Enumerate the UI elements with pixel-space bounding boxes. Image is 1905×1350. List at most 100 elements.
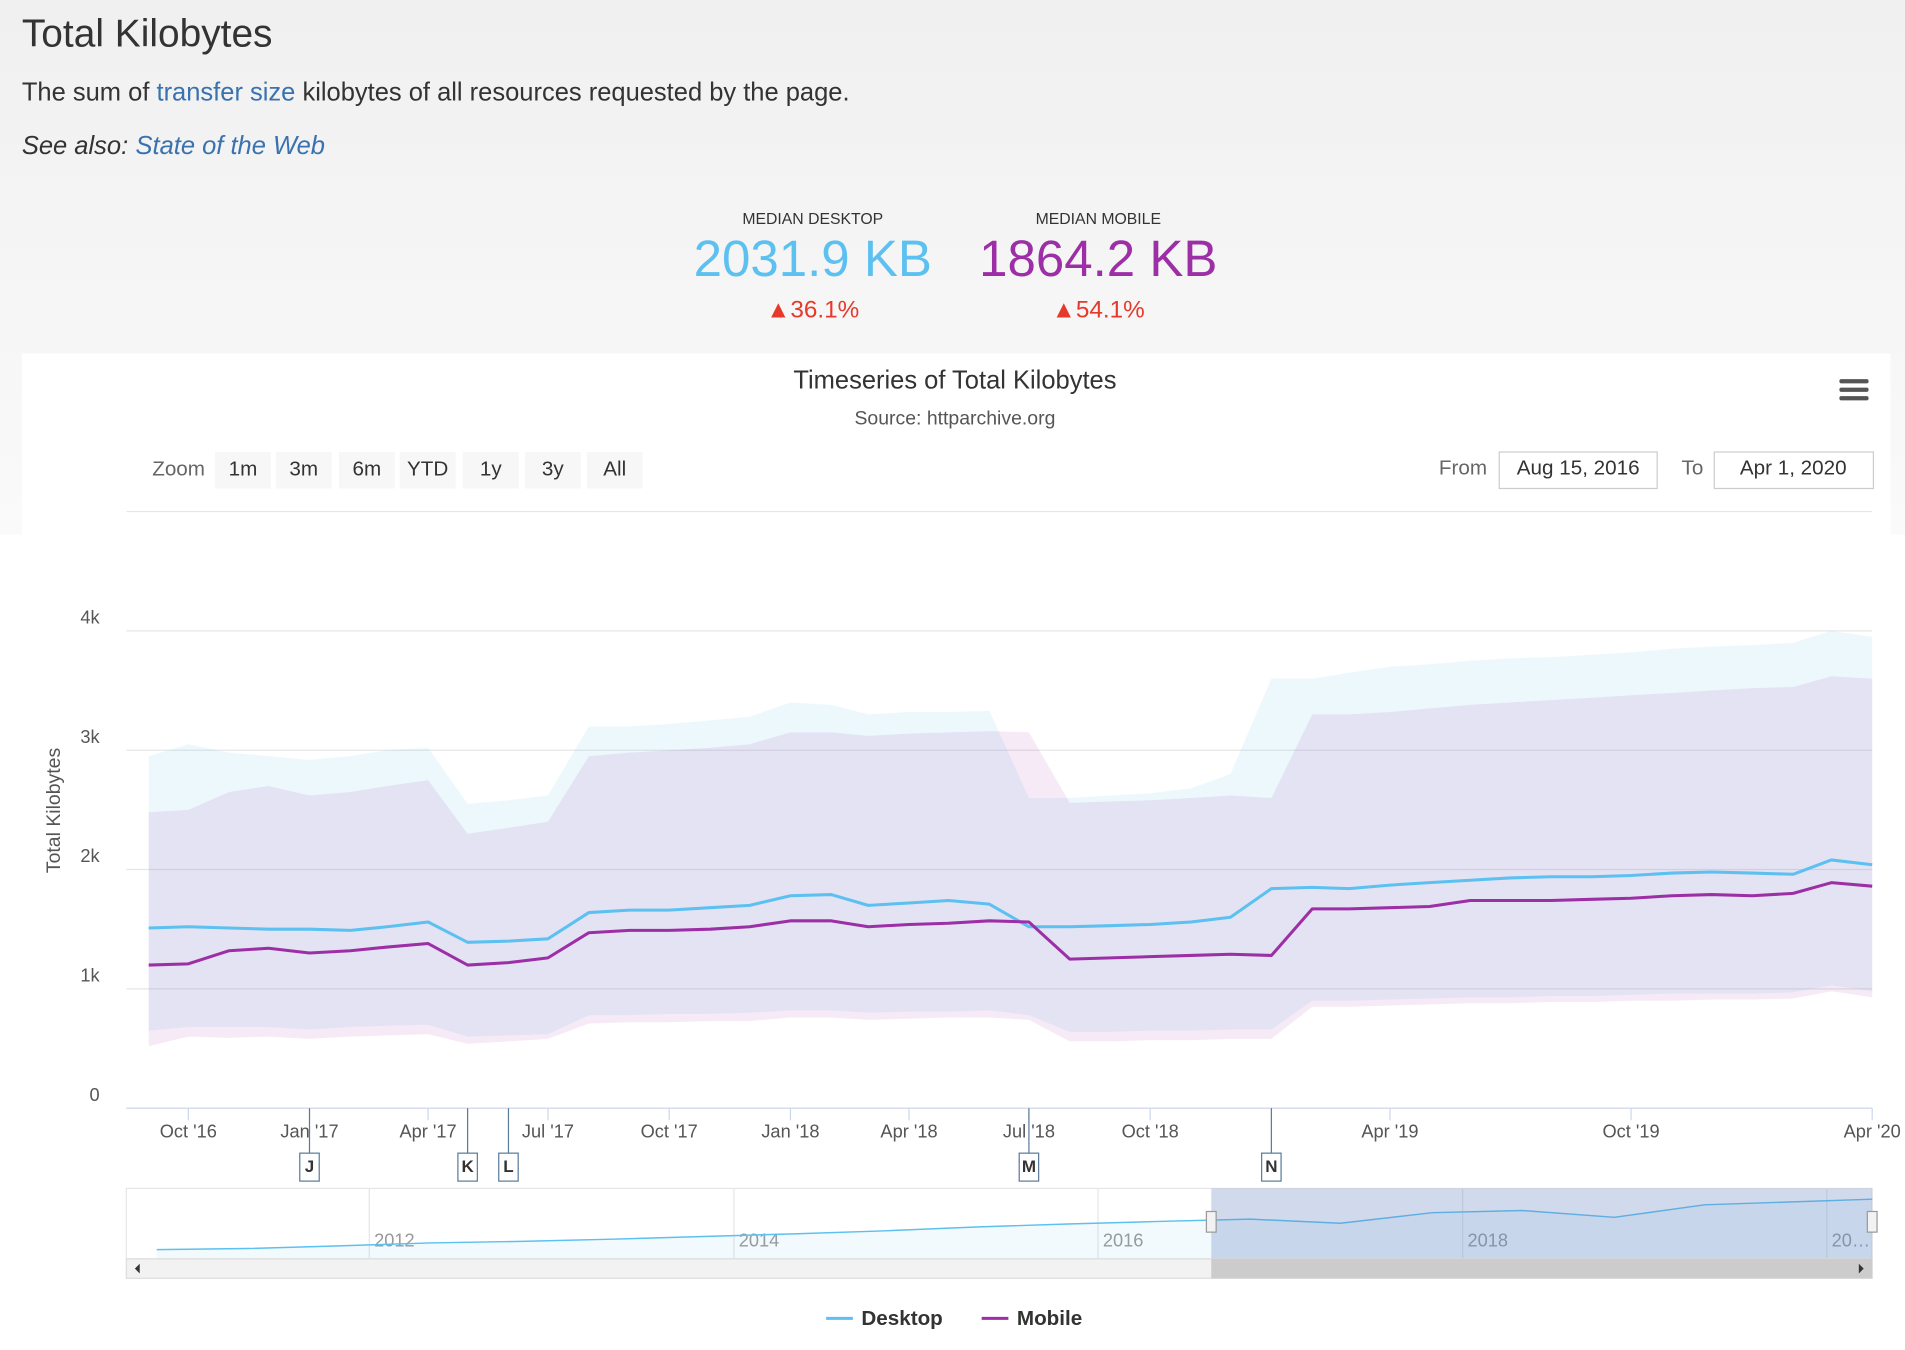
zoom-button-label: 6m	[353, 458, 382, 481]
zoom-button[interactable]: 6m	[338, 452, 395, 489]
x-tick-label: Jul '17	[522, 1121, 574, 1141]
zoom-button-label: 3y	[542, 458, 564, 481]
navigator-tick-label: 2016	[1103, 1231, 1144, 1251]
scrollbar-arrow[interactable]	[134, 1263, 140, 1274]
see-also: See also: State of the Web	[22, 132, 325, 160]
navigator-handle[interactable]	[1205, 1210, 1217, 1233]
range-band	[148, 676, 1873, 1047]
x-tick-label: Apr '19	[1361, 1121, 1418, 1141]
x-tick-label: Oct '16	[160, 1121, 217, 1141]
to-label: To	[1682, 456, 1704, 479]
navigator-handle[interactable]	[1866, 1210, 1878, 1233]
zoom-button[interactable]: All	[586, 452, 643, 489]
from-date: Aug 15, 2016	[1517, 456, 1640, 479]
stat-label: MEDIAN DESKTOP	[742, 211, 883, 228]
page-title: Total Kilobytes	[22, 13, 273, 56]
x-tick-label: Oct '17	[641, 1121, 698, 1141]
chart-panel	[21, 353, 1891, 1350]
legend-label: Mobile	[1017, 1307, 1082, 1330]
navigator-tick-label: 2012	[374, 1231, 415, 1251]
x-tick-label: Apr '20	[1844, 1121, 1901, 1141]
chart-title: Timeseries of Total Kilobytes	[793, 366, 1116, 394]
transfer-size-link[interactable]: transfer size	[156, 78, 295, 106]
from-input[interactable]	[1498, 451, 1658, 490]
to-input[interactable]	[1713, 451, 1875, 490]
scrollbar-arrow[interactable]	[1858, 1263, 1864, 1274]
zoom-button-bg	[524, 452, 581, 489]
zoom-button-label: All	[603, 458, 626, 481]
flag-label: M	[1022, 1157, 1036, 1176]
stat-value: 2031.9 KB	[694, 230, 932, 287]
y-tick-label: 2k	[80, 846, 100, 866]
see-also-label: See also:	[22, 132, 128, 160]
zoom-button-bg	[338, 452, 395, 489]
flag	[299, 1152, 320, 1182]
menu-bar	[1839, 379, 1869, 384]
description: The sum of transfer size kilobytes of al…	[22, 78, 850, 106]
legend-item[interactable]: Desktop	[826, 1307, 943, 1330]
zoom-button-label: 1y	[480, 458, 502, 481]
legend-item[interactable]: Mobile	[981, 1307, 1083, 1330]
state-of-the-web-link[interactable]: State of the Web	[135, 132, 324, 160]
zoom-label: Zoom	[152, 458, 205, 481]
zoom-button-bg	[586, 452, 643, 489]
flag-label: N	[1265, 1157, 1277, 1176]
flag	[498, 1152, 519, 1182]
y-tick-label: 0	[89, 1085, 99, 1105]
navigator-line	[156, 1198, 1873, 1251]
zoom-button[interactable]: 3y	[524, 452, 581, 489]
zoom-button-bg	[215, 452, 271, 489]
description-text: The sum of	[22, 78, 157, 106]
zoom-buttons: 1m 3m 6m YTD 1y 3y All	[215, 452, 643, 489]
zoom-button[interactable]: 3m	[275, 452, 332, 489]
from-label: From	[1439, 456, 1487, 479]
navigator-tick-label: 2018	[1468, 1231, 1509, 1251]
x-tick-label: Apr '17	[400, 1121, 457, 1141]
stat-value: 1864.2 KB	[979, 230, 1217, 287]
flag	[1261, 1152, 1282, 1182]
x-tick-label: Jan '18	[761, 1121, 819, 1141]
y-tick-label: 3k	[80, 727, 100, 747]
navigator-area	[156, 1199, 1873, 1259]
flag	[457, 1152, 478, 1182]
stat-change: ▲54.1%	[1052, 296, 1145, 323]
x-tick-label: Apr '18	[880, 1121, 937, 1141]
y-axis-title: Total Kilobytes	[43, 748, 65, 874]
description-text: kilobytes of all resources requested by …	[295, 78, 849, 106]
median-line	[148, 881, 1873, 967]
zoom-button[interactable]: 1m	[215, 452, 271, 489]
x-tick-label: Oct '18	[1122, 1121, 1179, 1141]
flag-label: J	[305, 1157, 314, 1176]
menu-button[interactable]	[1839, 379, 1869, 401]
x-tick-label: Oct '19	[1602, 1121, 1659, 1141]
navigator-selection[interactable]	[1211, 1188, 1873, 1259]
legend-label: Desktop	[861, 1307, 942, 1330]
zoom-button-label: 1m	[229, 458, 258, 481]
zoom-button-bg	[275, 452, 332, 489]
y-tick-label: 1k	[80, 966, 100, 986]
range-band	[148, 630, 1873, 1037]
menu-bar	[1839, 396, 1869, 401]
flag-label: K	[461, 1157, 474, 1176]
navigator-frame	[125, 1187, 1873, 1260]
zoom-button[interactable]: 1y	[462, 452, 519, 489]
median-line	[148, 858, 1873, 944]
zoom-button-bg	[399, 452, 456, 489]
navigator-tick-label: 20…	[1832, 1231, 1870, 1251]
to-date: Apr 1, 2020	[1740, 456, 1847, 479]
menu-bar	[1839, 387, 1869, 392]
zoom-button[interactable]: YTD	[399, 452, 456, 489]
zoom-button-label: 3m	[289, 458, 318, 481]
zoom-button-bg	[462, 452, 519, 489]
flag	[1018, 1152, 1040, 1182]
stat-change: ▲36.1%	[766, 296, 859, 323]
scrollbar-thumb[interactable]	[1211, 1258, 1873, 1279]
zoom-button-label: YTD	[407, 458, 448, 481]
y-tick-label: 4k	[80, 608, 100, 628]
flag-label: L	[503, 1157, 513, 1176]
stat-label: MEDIAN MOBILE	[1036, 211, 1161, 228]
chart-subtitle: Source: httparchive.org	[854, 407, 1055, 429]
